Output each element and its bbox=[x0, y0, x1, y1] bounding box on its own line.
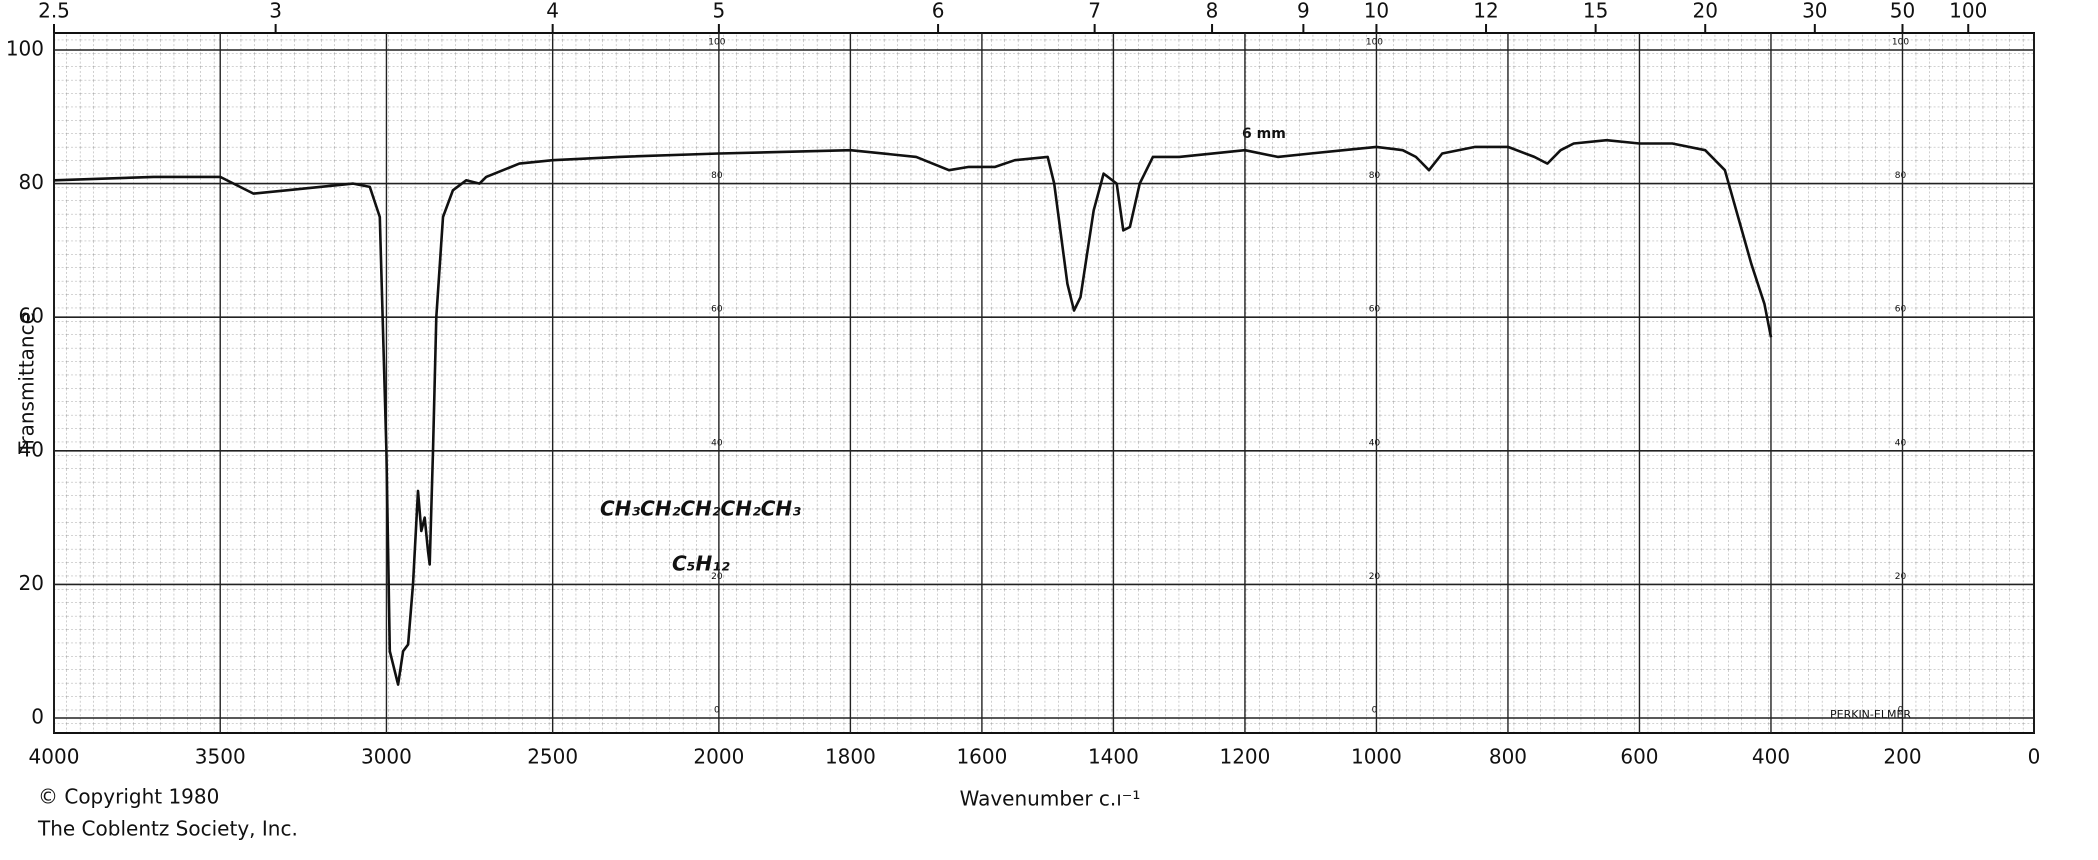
paper-scale-label: 20 bbox=[711, 572, 723, 582]
x2-tick-label: 10 bbox=[1364, 0, 1389, 23]
y-tick-label: 40 bbox=[19, 437, 44, 461]
y-tick-label: 80 bbox=[19, 170, 44, 194]
x-tick-label: 1600 bbox=[956, 745, 1007, 769]
x-tick-label: 2500 bbox=[527, 745, 578, 769]
x-axis-label: Wavenumber c.ı⁻¹ bbox=[960, 787, 1141, 811]
x-tick-label: 0 bbox=[2028, 745, 2041, 769]
paper-scale-label: 0 bbox=[1372, 706, 1378, 716]
paper-scale-label: 100 bbox=[1366, 38, 1383, 48]
paper-scale-label: 40 bbox=[1895, 438, 1907, 448]
x2-tick-label: 3 bbox=[269, 0, 282, 23]
x2-tick-label: 2.5 bbox=[38, 0, 70, 23]
x-tick-label: 3500 bbox=[195, 745, 246, 769]
paper-scale-label: 60 bbox=[1369, 305, 1381, 315]
x-tick-label: 1400 bbox=[1088, 745, 1139, 769]
x-tick-label: 800 bbox=[1489, 745, 1527, 769]
paper-scale-label: 80 bbox=[1895, 171, 1907, 181]
y-tick-label: 100 bbox=[6, 37, 44, 61]
paper-scale-label: 100 bbox=[1892, 38, 1909, 48]
formula-structure: CH₃CH₂CH₂CH₂CH₃ bbox=[600, 497, 801, 521]
x-tick-label: 2000 bbox=[693, 745, 744, 769]
x2-tick-label: 7 bbox=[1088, 0, 1101, 23]
x2-tick-label: 8 bbox=[1206, 0, 1219, 23]
x-tick-label: 200 bbox=[1883, 745, 1921, 769]
x-tick-label: 1800 bbox=[825, 745, 876, 769]
copyright: © Copyright 1980 bbox=[38, 785, 219, 809]
paper-scale-label: 80 bbox=[1369, 171, 1381, 181]
x-tick-label: 600 bbox=[1620, 745, 1658, 769]
formula: C₅H₁₂ bbox=[672, 552, 730, 576]
chart-paper bbox=[54, 33, 2034, 733]
x2-tick-label: 5 bbox=[713, 0, 726, 23]
paper-scale-label: 100 bbox=[708, 38, 725, 48]
x2-tick-label: 30 bbox=[1802, 0, 1827, 23]
x2-tick-label: 6 bbox=[932, 0, 945, 23]
spectrum-line bbox=[53, 138, 1773, 686]
paper-scale-label: 60 bbox=[1895, 305, 1907, 315]
x2-tick-label: 50 bbox=[1890, 0, 1915, 23]
paper-scale-label: 0 bbox=[1898, 706, 1904, 716]
paper-scale-label: 80 bbox=[711, 171, 723, 181]
path-length: 6 mm bbox=[1242, 126, 1286, 142]
x2-tick-label: 9 bbox=[1297, 0, 1310, 23]
y-tick-label: 20 bbox=[19, 571, 44, 595]
x-tick-label: 3000 bbox=[361, 745, 412, 769]
x2-tick-label: 12 bbox=[1473, 0, 1498, 23]
y-tick-label: 60 bbox=[19, 304, 44, 328]
x-tick-label: 400 bbox=[1752, 745, 1790, 769]
paper-scale-label: 20 bbox=[1369, 572, 1381, 582]
x-tick-label: 1000 bbox=[1351, 745, 1402, 769]
paper-scale-label: 40 bbox=[711, 438, 723, 448]
paper-scale-label: 40 bbox=[1369, 438, 1381, 448]
x2-tick-label: 4 bbox=[546, 0, 559, 23]
copyright-owner: The Coblentz Society, Inc. bbox=[37, 817, 298, 841]
x2-tick-label: 15 bbox=[1583, 0, 1608, 23]
x2-tick-label: 20 bbox=[1692, 0, 1717, 23]
x2-tick-label: 100 bbox=[1949, 0, 1987, 23]
y-tick-label: 0 bbox=[31, 705, 44, 729]
paper-scale-label: 60 bbox=[711, 305, 723, 315]
paper-scale-label: 0 bbox=[714, 706, 720, 716]
y-axis-label: Transmittance bbox=[15, 312, 39, 455]
x-tick-label: 4000 bbox=[29, 745, 80, 769]
x-tick-label: 1200 bbox=[1219, 745, 1270, 769]
paper-scale-label: 20 bbox=[1895, 572, 1907, 582]
